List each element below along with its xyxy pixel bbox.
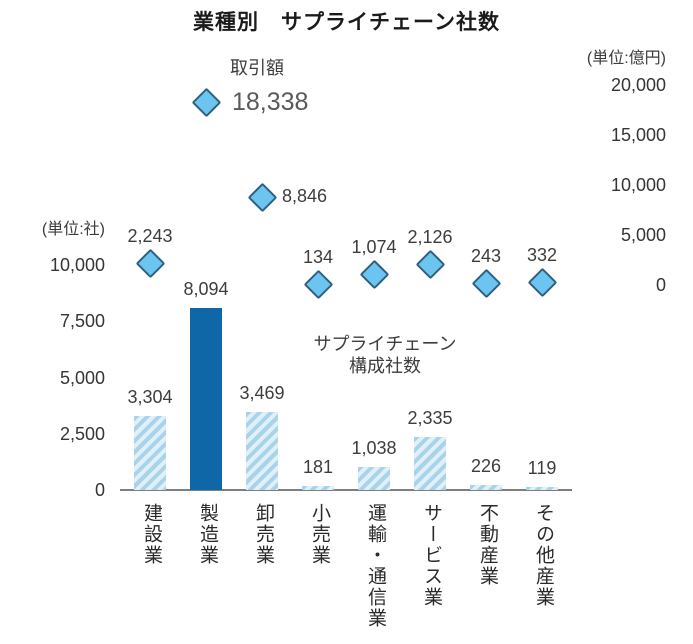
- bar-建設業: [134, 415, 166, 490]
- bar-value-label: 3,304: [127, 386, 173, 407]
- marker-value-label-big: 18,338: [232, 87, 309, 116]
- diamond-marker-運輸・通信業: [359, 259, 390, 290]
- bar-value-label: 1,038: [351, 437, 397, 458]
- left-axis-tick: 2,500: [59, 423, 105, 444]
- category-label-小売業: 小売業: [309, 503, 330, 566]
- bar-value-label: 119: [527, 458, 557, 479]
- bar-小売業: [302, 485, 334, 490]
- marker-value-label: 1,074: [351, 237, 397, 258]
- left-axis-tick: 5,000: [59, 367, 105, 388]
- left-axis-unit-label: (単位:社): [41, 221, 105, 238]
- bar-value-label: 226: [470, 455, 502, 476]
- left-axis-tick: 10,000: [49, 255, 105, 275]
- category-label-その他産業: その他産業: [533, 503, 554, 608]
- category-label-製造業: 製造業: [197, 503, 218, 566]
- category-label-不動産業: 不動産業: [477, 503, 498, 587]
- left-axis-tick: 7,500: [59, 311, 105, 332]
- bar-value-label: 3,469: [239, 382, 285, 403]
- marker-value-label: 243: [470, 245, 502, 266]
- category-label-建設業: 建設業: [141, 503, 162, 566]
- category-label-卸売業: 卸売業: [253, 503, 274, 566]
- marker-value-label: 134: [302, 246, 334, 267]
- bar-不動産業: [470, 484, 502, 490]
- diamond-marker-製造業: [191, 87, 222, 117]
- bar-サービス業: [414, 437, 446, 490]
- marker-value-label: 332: [526, 244, 558, 265]
- marker-value-label: 2,126: [407, 226, 453, 247]
- diamond-marker-建設業: [135, 248, 166, 278]
- right-axis-tick: 0: [655, 275, 666, 295]
- bar-value-label: 181: [302, 456, 334, 477]
- bar-value-label: 2,335: [407, 408, 453, 429]
- right-axis-tick: 15,000: [610, 125, 666, 145]
- category-label-サービス業: サービス業: [421, 503, 442, 608]
- bar-製造業: [190, 307, 222, 490]
- diamond-marker-小売業: [303, 269, 334, 300]
- left-axis-tick: 0: [94, 480, 105, 500]
- right-axis-unit-label: (単位:億円): [586, 50, 666, 67]
- diamond-marker-卸売業: [247, 182, 278, 212]
- chart-title: 業種別 サプライチェーン社数: [193, 11, 500, 34]
- legend-transaction-amount: 取引額: [230, 58, 284, 78]
- bar-その他産業: [526, 487, 558, 490]
- right-axis-tick: 10,000: [610, 175, 666, 195]
- marker-value-label: 2,243: [127, 225, 173, 246]
- x-axis-line: [120, 489, 572, 491]
- category-label-運輸・通信業: 運輸・通信業: [365, 503, 386, 629]
- annotation-line-1: サプライチェーン: [313, 334, 457, 354]
- bar-value-label: 8,094: [183, 278, 229, 299]
- bar-series-annotation: サプライチェーン 構成社数: [295, 333, 475, 377]
- annotation-line-2: 構成社数: [349, 356, 421, 376]
- right-axis-tick: 20,000: [610, 75, 666, 95]
- marker-value-label: 8,846: [282, 185, 328, 206]
- bar-運輸・通信業: [358, 466, 390, 490]
- bar-卸売業: [246, 411, 278, 490]
- right-axis-tick: 5,000: [620, 225, 666, 245]
